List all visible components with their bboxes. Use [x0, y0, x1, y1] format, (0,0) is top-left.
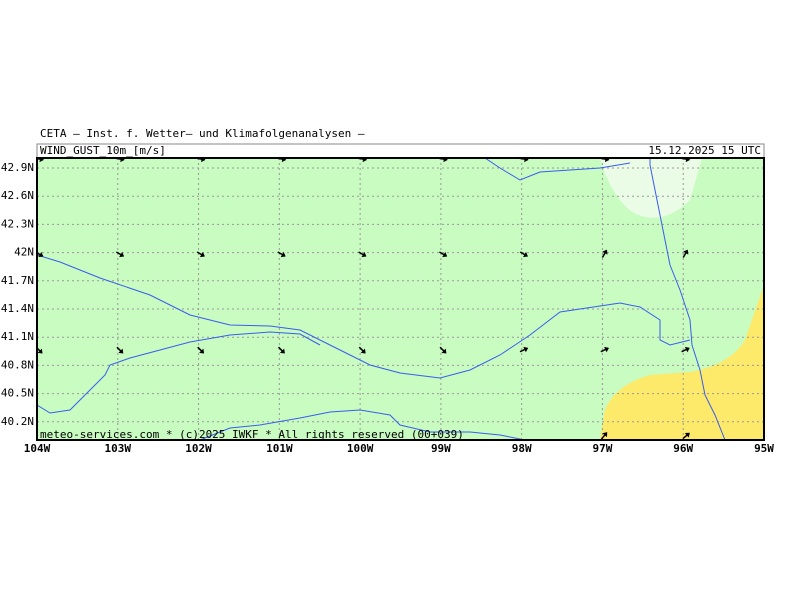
- wind-arrow: [115, 251, 125, 258]
- wind-arrow: [439, 346, 447, 354]
- wind-arrow-head: [683, 249, 689, 255]
- wind-arrow-head: [118, 348, 124, 354]
- wind-arrow-head: [120, 158, 125, 163]
- wind-arrow: [601, 249, 608, 258]
- lat-label: 40.5N: [1, 387, 34, 400]
- footer-credit: meteo-services.com * (c)2025 IWKF * All …: [40, 428, 464, 441]
- river: [37, 254, 691, 379]
- wind-arrow-head: [602, 249, 608, 255]
- river: [37, 331, 321, 414]
- wind-arrow-head: [442, 251, 448, 258]
- lat-label: 41.7N: [1, 274, 34, 287]
- lon-label: 96W: [673, 442, 693, 455]
- wind-arrow-head: [604, 158, 610, 163]
- map-area: meteo-services.com * (c)2025 IWKF * All …: [37, 158, 764, 441]
- wind-arrow: [682, 432, 690, 440]
- lat-label: 42.9N: [1, 161, 34, 174]
- lat-label: 42.6N: [1, 189, 34, 202]
- wind-arrow: [600, 346, 609, 353]
- lat-label: 41.4N: [1, 302, 34, 315]
- wind-arrow: [116, 346, 124, 354]
- wind-arrow: [277, 346, 285, 354]
- variable-label: WIND_GUST_10m_[m/s]: [40, 144, 166, 157]
- river: [649, 158, 726, 440]
- map-frame: [36, 157, 765, 441]
- lon-label: 104W: [24, 442, 51, 455]
- wind-arrow: [358, 346, 366, 354]
- wind-arrow: [197, 346, 205, 354]
- wind-arrow-head: [523, 251, 528, 258]
- wind-arrow-head: [39, 158, 44, 163]
- wind-arrow: [681, 346, 690, 353]
- field-yellow: [600, 285, 764, 440]
- wind-arrow-head: [119, 251, 125, 258]
- wind-arrow: [519, 346, 529, 353]
- wind-arrow-head: [281, 158, 287, 163]
- wind-arrow-head: [199, 251, 205, 258]
- lon-label: 95W: [754, 442, 774, 455]
- lon-label: 100W: [347, 442, 374, 455]
- lon-label: 103W: [105, 442, 132, 455]
- wind-arrow: [37, 251, 44, 258]
- wind-arrow-head: [524, 158, 529, 163]
- field-light: [600, 158, 702, 218]
- wind-arrow: [439, 251, 448, 258]
- wind-arrow: [519, 251, 528, 258]
- wind-arrow-head: [443, 158, 448, 163]
- datetime-label: 15.12.2025 15 UTC: [648, 144, 761, 157]
- lat-label: 42.3N: [1, 217, 34, 230]
- wind-arrow-head: [441, 348, 447, 354]
- wind-arrow-head: [37, 348, 43, 354]
- lat-label: 41.1N: [1, 330, 34, 343]
- lon-label: 99W: [431, 442, 451, 455]
- wind-arrow: [358, 251, 367, 258]
- wind-arrow-head: [199, 348, 205, 354]
- lat-label: 40.2N: [1, 415, 34, 428]
- wind-arrow-head: [361, 251, 367, 258]
- lon-label: 102W: [185, 442, 212, 455]
- river: [484, 158, 631, 181]
- wind-arrow-head: [280, 251, 286, 258]
- wind-arrow: [196, 251, 205, 258]
- wind-arrow-head: [201, 158, 206, 163]
- lat-label: 40.8N: [1, 358, 34, 371]
- wind-arrow: [600, 432, 608, 440]
- wind-arrow-head: [360, 348, 366, 354]
- lon-label: 101W: [266, 442, 293, 455]
- wind-arrow-head: [684, 346, 690, 353]
- wind-arrow-head: [684, 432, 690, 438]
- lon-label: 97W: [593, 442, 613, 455]
- wind-arrow: [277, 251, 286, 258]
- wind-arrow-head: [523, 346, 529, 353]
- wind-arrow-head: [362, 158, 368, 163]
- lon-label: 98W: [512, 442, 532, 455]
- wind-arrow-head: [685, 158, 691, 163]
- wind-arrow-head: [38, 251, 44, 258]
- header-title: CETA – Inst. f. Wetter– und Klimafolgena…: [40, 127, 365, 140]
- wind-arrow-head: [602, 432, 608, 438]
- wind-arrow-head: [279, 348, 285, 354]
- lat-label: 42N: [14, 246, 34, 259]
- river: [199, 409, 526, 440]
- wind-arrow-head: [604, 346, 609, 353]
- wind-arrow: [682, 249, 689, 258]
